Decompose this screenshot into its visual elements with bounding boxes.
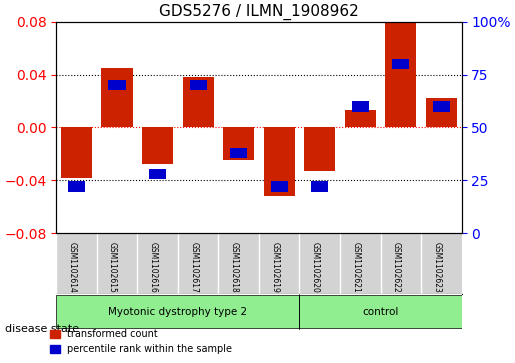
Bar	[109, 80, 126, 90]
FancyBboxPatch shape	[56, 295, 299, 328]
Bar	[61, 127, 92, 178]
Bar	[270, 182, 288, 192]
Text: GSM1102619: GSM1102619	[270, 242, 279, 293]
Text: GSM1102618: GSM1102618	[230, 242, 238, 293]
Legend: transformed count, percentile rank within the sample: transformed count, percentile rank withi…	[46, 326, 236, 358]
Bar	[345, 110, 376, 127]
Text: GSM1102617: GSM1102617	[189, 242, 198, 293]
Bar	[385, 22, 417, 127]
Text: GSM1102623: GSM1102623	[433, 242, 441, 293]
Bar	[230, 147, 247, 158]
Bar	[149, 169, 166, 179]
Title: GDS5276 / ILMN_1908962: GDS5276 / ILMN_1908962	[159, 4, 359, 20]
Bar	[352, 101, 369, 111]
Bar	[182, 77, 214, 127]
Bar	[223, 127, 254, 160]
Bar	[433, 101, 450, 111]
Bar	[142, 127, 173, 164]
Bar	[190, 80, 207, 90]
Text: GSM1102621: GSM1102621	[351, 242, 360, 293]
Bar	[392, 59, 409, 69]
Text: GSM1102622: GSM1102622	[392, 242, 401, 293]
Bar	[304, 127, 335, 171]
Text: GSM1102620: GSM1102620	[311, 242, 320, 293]
Text: GSM1102614: GSM1102614	[67, 242, 77, 293]
Text: GSM1102616: GSM1102616	[149, 242, 158, 293]
FancyBboxPatch shape	[299, 295, 461, 328]
Text: Myotonic dystrophy type 2: Myotonic dystrophy type 2	[108, 307, 247, 317]
Bar	[68, 182, 85, 192]
Text: control: control	[363, 307, 399, 317]
Bar	[426, 98, 457, 127]
Bar	[264, 127, 295, 196]
Text: GSM1102615: GSM1102615	[108, 242, 117, 293]
Bar	[311, 182, 329, 192]
Bar	[101, 68, 133, 127]
Text: disease state: disease state	[5, 323, 79, 334]
